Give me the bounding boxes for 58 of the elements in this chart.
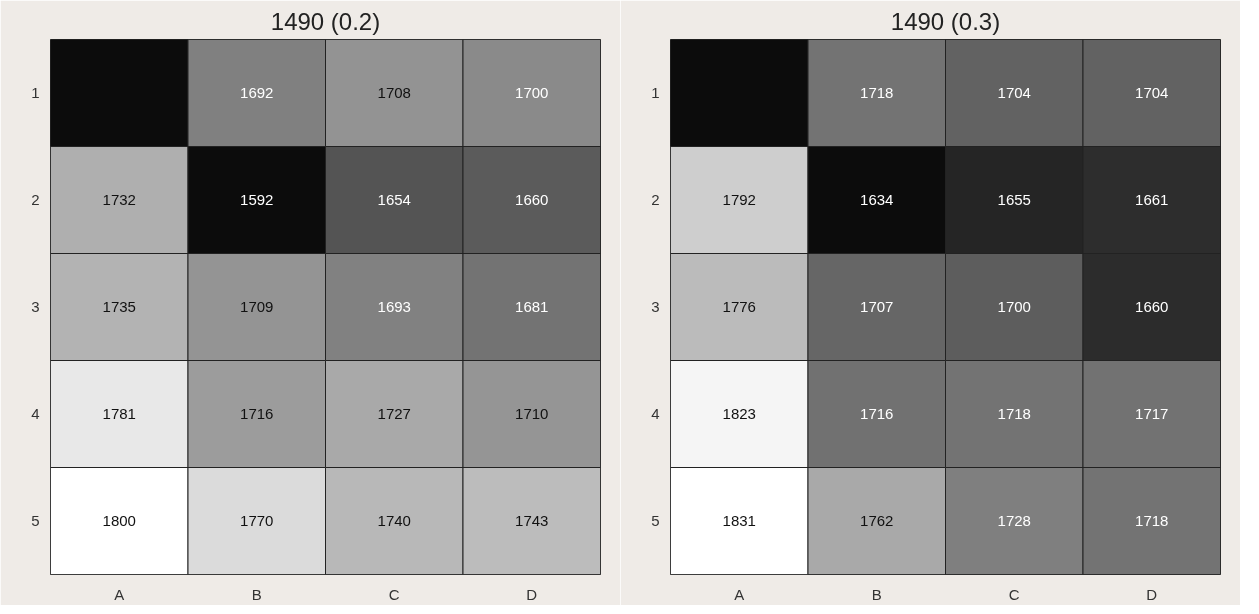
data-label: 1708 — [377, 84, 411, 101]
x-tick-label: C — [388, 585, 400, 603]
data-label: 1704 — [1135, 84, 1169, 101]
x-tick-label: A — [114, 585, 125, 603]
data-label: 1781 — [102, 405, 136, 422]
data-label: 1727 — [377, 405, 411, 422]
data-label: 1681 — [515, 298, 549, 315]
data-label: 1762 — [860, 512, 894, 529]
data-label: 1692 — [240, 84, 274, 101]
y-tick-label: 3 — [31, 298, 40, 315]
data-label: 1735 — [102, 298, 136, 315]
data-label: 1740 — [377, 512, 411, 529]
y-tick-label: 2 — [31, 191, 40, 208]
x-tick-label: D — [526, 585, 538, 603]
y-tick-label: 5 — [651, 512, 660, 529]
data-label: 1660 — [1135, 298, 1169, 315]
data-label: 1716 — [240, 405, 274, 422]
data-label: 1718 — [1135, 512, 1169, 529]
data-label: 1718 — [997, 405, 1031, 422]
data-label: 1776 — [722, 298, 756, 315]
data-label: 1592 — [240, 191, 274, 208]
x-tick-label: D — [1146, 585, 1158, 603]
data-label: 1743 — [515, 512, 549, 529]
data-label: 1661 — [1135, 191, 1169, 208]
data-label: 1634 — [860, 191, 894, 208]
y-tick-label: 4 — [651, 405, 660, 422]
data-label: 1707 — [860, 298, 894, 315]
x-tick-label: B — [871, 585, 882, 603]
x-tick-label: B — [251, 585, 262, 603]
data-label: 1700 — [997, 298, 1031, 315]
data-label: 1716 — [860, 405, 894, 422]
y-tick-label: 2 — [651, 191, 660, 208]
data-label: 1717 — [1135, 405, 1169, 422]
data-label: 1800 — [102, 512, 136, 529]
data-label: 1654 — [377, 191, 411, 208]
data-label: 1700 — [515, 84, 549, 101]
chart-title: 1490 (0.2) — [270, 7, 381, 35]
data-label: 1770 — [240, 512, 274, 529]
chart-title: 1490 (0.3) — [890, 7, 1001, 35]
data-label: 1660 — [515, 191, 549, 208]
data-label: 1823 — [722, 405, 756, 422]
data-label: 1693 — [377, 298, 411, 315]
data-label: 1831 — [722, 512, 756, 529]
data-label: 1728 — [997, 512, 1031, 529]
y-tick-label: 3 — [651, 298, 660, 315]
data-label: 1655 — [997, 191, 1031, 208]
y-tick-label: 4 — [31, 405, 40, 422]
data-label: 1792 — [722, 191, 756, 208]
x-tick-label: A — [734, 585, 745, 603]
x-tick-label: C — [1008, 585, 1020, 603]
y-tick-label: 1 — [31, 84, 40, 101]
data-label: 1732 — [102, 191, 136, 208]
data-label: 1704 — [997, 84, 1031, 101]
y-tick-label: 5 — [31, 512, 40, 529]
data-label: 1718 — [860, 84, 894, 101]
data-label: 1709 — [240, 298, 274, 315]
y-tick-label: 1 — [651, 84, 660, 101]
data-label: 1710 — [515, 405, 549, 422]
